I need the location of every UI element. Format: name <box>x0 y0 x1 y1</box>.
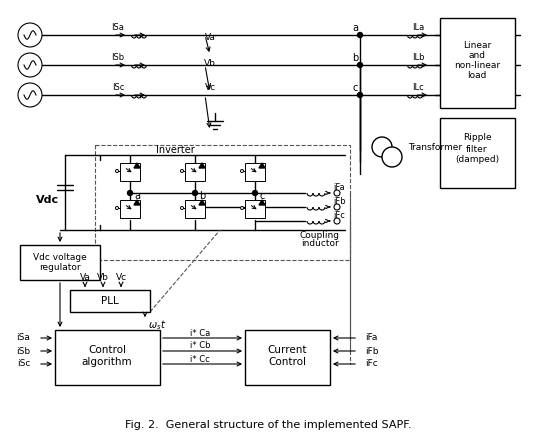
Text: a: a <box>134 191 140 201</box>
Text: Ripple: Ripple <box>463 134 492 142</box>
Circle shape <box>382 147 402 167</box>
Text: (damped): (damped) <box>455 155 499 164</box>
Text: i* Cc: i* Cc <box>190 355 210 364</box>
Text: a: a <box>352 23 358 33</box>
Circle shape <box>241 170 243 172</box>
Text: $\omega_s t$: $\omega_s t$ <box>148 318 166 332</box>
Text: i* Ca: i* Ca <box>190 329 210 338</box>
Text: b: b <box>199 191 205 201</box>
Bar <box>185 200 205 218</box>
Circle shape <box>18 53 42 77</box>
Circle shape <box>18 23 42 47</box>
Text: Coupling: Coupling <box>300 230 340 240</box>
Circle shape <box>181 170 183 172</box>
Bar <box>245 330 330 385</box>
Text: Vc: Vc <box>204 83 215 92</box>
Text: Va: Va <box>79 273 91 282</box>
Text: regulator: regulator <box>39 263 81 272</box>
Circle shape <box>334 204 340 210</box>
Text: filter: filter <box>466 145 488 154</box>
Text: iFa: iFa <box>333 183 345 191</box>
Bar <box>245 200 265 218</box>
Text: Control: Control <box>268 357 306 367</box>
Bar <box>55 330 160 385</box>
Text: non-linear: non-linear <box>454 62 500 70</box>
Text: iFb: iFb <box>365 346 378 355</box>
Bar <box>120 163 140 181</box>
Circle shape <box>358 62 362 68</box>
Text: inductor: inductor <box>301 239 339 247</box>
Text: b: b <box>352 53 358 63</box>
Text: Linear: Linear <box>463 40 491 49</box>
Circle shape <box>192 191 197 195</box>
Text: Vdc voltage: Vdc voltage <box>33 253 87 263</box>
Text: algorithm: algorithm <box>81 357 132 367</box>
Text: ISc: ISc <box>112 83 124 92</box>
Circle shape <box>115 170 118 172</box>
Bar <box>95 145 350 260</box>
Text: Current: Current <box>267 345 307 355</box>
Text: load: load <box>467 72 487 80</box>
Bar <box>440 18 515 108</box>
Circle shape <box>358 92 362 98</box>
Text: Control: Control <box>88 345 126 355</box>
Polygon shape <box>134 200 140 205</box>
Text: Vc: Vc <box>115 273 126 282</box>
Text: ISb: ISb <box>111 53 124 62</box>
Text: ILa: ILa <box>412 23 424 33</box>
Text: Vb: Vb <box>97 273 109 282</box>
Circle shape <box>358 33 362 37</box>
Circle shape <box>241 207 243 210</box>
Text: iFb: iFb <box>333 197 346 206</box>
Text: Fig. 2.  General structure of the implemented SAPF.: Fig. 2. General structure of the impleme… <box>125 420 411 430</box>
Text: iSc: iSc <box>17 359 30 368</box>
Polygon shape <box>199 163 205 168</box>
Text: ILb: ILb <box>412 53 425 62</box>
Circle shape <box>334 190 340 196</box>
Bar <box>185 163 205 181</box>
Text: iSa: iSa <box>16 333 30 342</box>
Text: iFa: iFa <box>365 333 377 342</box>
Text: c: c <box>352 83 358 93</box>
Text: iFc: iFc <box>333 210 345 220</box>
Text: Vb: Vb <box>204 59 216 68</box>
Polygon shape <box>199 200 205 205</box>
Text: iSb: iSb <box>16 346 30 355</box>
Circle shape <box>128 191 132 195</box>
Text: Transformer: Transformer <box>408 142 462 151</box>
Polygon shape <box>134 163 140 168</box>
Text: PLL: PLL <box>101 296 119 306</box>
Circle shape <box>115 207 118 210</box>
Text: c: c <box>259 191 264 201</box>
Bar <box>245 163 265 181</box>
Polygon shape <box>259 200 265 205</box>
Circle shape <box>181 207 183 210</box>
Text: ILc: ILc <box>412 83 424 92</box>
Circle shape <box>18 83 42 107</box>
Bar <box>440 118 515 188</box>
Text: Vdc: Vdc <box>35 195 58 205</box>
Bar <box>20 245 100 280</box>
Text: ISa: ISa <box>111 23 124 33</box>
Text: i* Cb: i* Cb <box>190 342 210 351</box>
Polygon shape <box>259 163 265 168</box>
Circle shape <box>252 191 257 195</box>
Circle shape <box>334 218 340 224</box>
Text: Inverter: Inverter <box>155 145 195 155</box>
Text: and: and <box>468 52 486 60</box>
Text: iFc: iFc <box>365 359 378 368</box>
Bar <box>120 200 140 218</box>
Text: Va: Va <box>205 33 215 43</box>
Circle shape <box>372 137 392 157</box>
Bar <box>70 290 150 312</box>
